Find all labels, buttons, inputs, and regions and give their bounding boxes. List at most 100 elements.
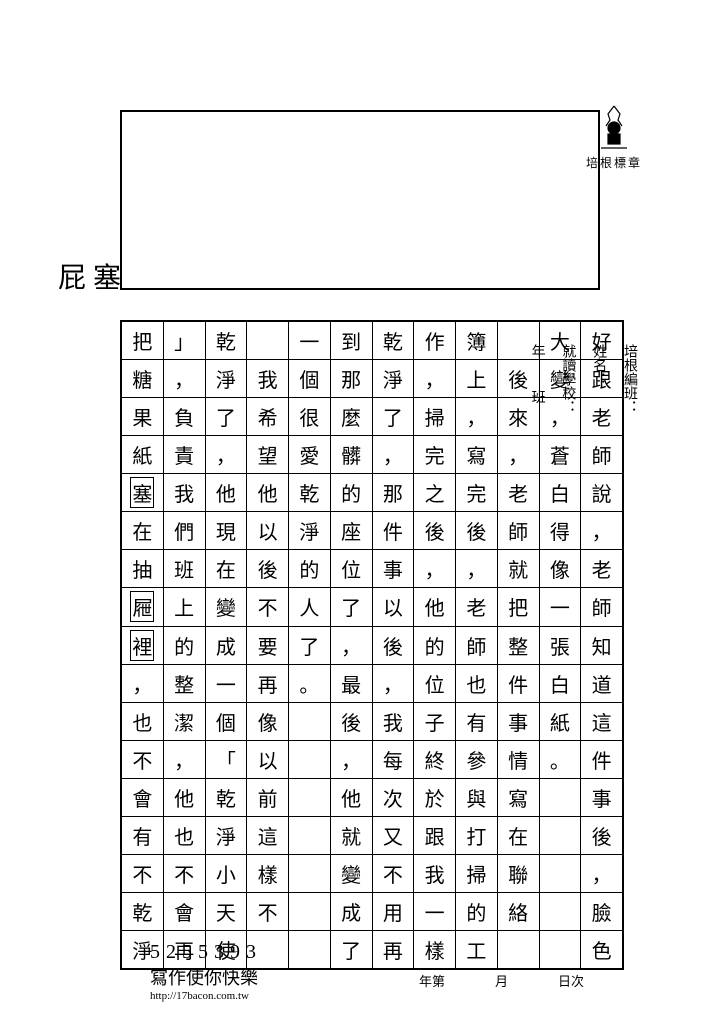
cell-char: 不 (258, 592, 278, 621)
grid-column: 乾淨了，那件事以後，我每次又不用再 (372, 322, 414, 968)
grid-cell: 師 (498, 512, 539, 550)
cell-char: 他 (425, 592, 445, 621)
grid-column: 到那麼髒的座位了，最後，他就變成了 (330, 322, 372, 968)
cell-char: 。 (299, 669, 319, 698)
cell-char: 得 (550, 516, 570, 545)
cell-char: ， (341, 631, 361, 660)
cell-char: 負 (174, 402, 194, 431)
grid-column: 作，掃完之後，他的位子終於跟我一樣 (413, 322, 455, 968)
cell-char: 用 (383, 897, 403, 926)
grid-cell (289, 855, 330, 893)
cell-char: ， (132, 669, 152, 698)
cell-char: 後 (508, 364, 528, 393)
grid-cell: 參 (456, 741, 497, 779)
cell-char: 老 (508, 478, 528, 507)
cell-char: 很 (299, 402, 319, 431)
grid-cell: 潔 (164, 703, 205, 741)
cell-char: 次 (383, 783, 403, 812)
grid-cell: 老 (498, 474, 539, 512)
cell-char: 掃 (466, 859, 486, 888)
grid-cell: 得 (540, 512, 581, 550)
cell-char: 那 (341, 364, 361, 393)
grid-cell: 作 (414, 322, 455, 360)
cell-char: 個 (299, 364, 319, 393)
grid-cell: 要 (247, 627, 288, 665)
grid-cell: 件 (581, 741, 622, 779)
grid-cell: 了 (206, 398, 247, 436)
grid-cell: 以 (247, 741, 288, 779)
grid-cell: ， (581, 855, 622, 893)
grid-cell: 有 (456, 703, 497, 741)
cell-char: ， (383, 669, 403, 698)
grid-cell: 他 (414, 588, 455, 626)
grid-cell: 師 (581, 436, 622, 474)
cell-char: 屜 (130, 591, 154, 622)
cell-char: 完 (425, 440, 445, 469)
grid-cell: 整 (164, 665, 205, 703)
cell-char: 了 (341, 592, 361, 621)
grid-cell: ， (164, 360, 205, 398)
grid-column: 我希望他以後不要再像以前這樣不 (246, 322, 288, 968)
cell-char: 一 (425, 897, 445, 926)
cell-char: 掃 (425, 402, 445, 431)
cell-char: 不 (383, 859, 403, 888)
cell-char: ， (425, 554, 445, 583)
cell-char: 整 (174, 669, 194, 698)
grid-cell: 不 (122, 855, 163, 893)
grid-cell: 知 (581, 627, 622, 665)
grid-cell: 每 (373, 741, 414, 779)
cell-char: 果 (132, 402, 152, 431)
grid-cell: 這 (247, 817, 288, 855)
cell-char: 知 (592, 631, 612, 660)
grid-cell: 位 (414, 665, 455, 703)
grid-cell: 他 (247, 474, 288, 512)
cell-char: 最 (341, 669, 361, 698)
cell-char: 他 (216, 478, 236, 507)
grid-cell: 裡 (122, 627, 163, 665)
grid-cell: 我 (247, 360, 288, 398)
grid-column: 簿上，寫完後，老師也有參與打掃的工 (455, 322, 497, 968)
grid-cell: 責 (164, 436, 205, 474)
grid-cell: 把 (498, 588, 539, 626)
grid-cell: 乾 (206, 779, 247, 817)
grid-cell: 有 (122, 817, 163, 855)
grid-cell: 再 (373, 931, 414, 968)
grid-cell: ， (581, 512, 622, 550)
grid-cell: ， (373, 665, 414, 703)
cell-char: 整 (508, 631, 528, 660)
cell-char: 成 (341, 897, 361, 926)
grid-cell: 班 (164, 550, 205, 588)
cell-char: 就 (508, 554, 528, 583)
grid-cell: 成 (206, 627, 247, 665)
grid-cell: 了 (331, 931, 372, 968)
grid-cell: 把 (122, 322, 163, 360)
manuscript-grid: 好跟老師說，老師知道這件事後，臉色大變，蒼白得像一張白紙。後來，老師就把整件事情… (120, 320, 624, 970)
grid-cell (498, 322, 539, 360)
grid-cell: 師 (581, 588, 622, 626)
cell-char: 乾 (299, 478, 319, 507)
grid-cell: 也 (456, 665, 497, 703)
cell-char: 在 (216, 554, 236, 583)
cell-char: 前 (258, 783, 278, 812)
grid-cell: 上 (456, 360, 497, 398)
date-day: 日次 (558, 971, 584, 990)
grid-cell: 不 (373, 855, 414, 893)
grid-cell: 好 (581, 322, 622, 360)
grid-cell: 「 (206, 741, 247, 779)
grid-cell: 跟 (581, 360, 622, 398)
grid-cell: 。 (289, 665, 330, 703)
cell-char: 終 (425, 745, 445, 774)
cell-char: 樣 (425, 935, 445, 964)
grid-cell: 了 (289, 627, 330, 665)
grid-cell: 他 (206, 474, 247, 512)
cell-char: 一 (299, 326, 319, 355)
cell-char: 他 (174, 783, 194, 812)
grid-cell: 件 (498, 665, 539, 703)
grid-cell: 後 (331, 703, 372, 741)
cell-char: ， (592, 516, 612, 545)
cell-char: 他 (258, 478, 278, 507)
date-year: 年第 (419, 971, 445, 990)
grid-cell (289, 817, 330, 855)
grid-cell: 我 (373, 703, 414, 741)
url: http://17bacon.com.tw (150, 990, 262, 1002)
